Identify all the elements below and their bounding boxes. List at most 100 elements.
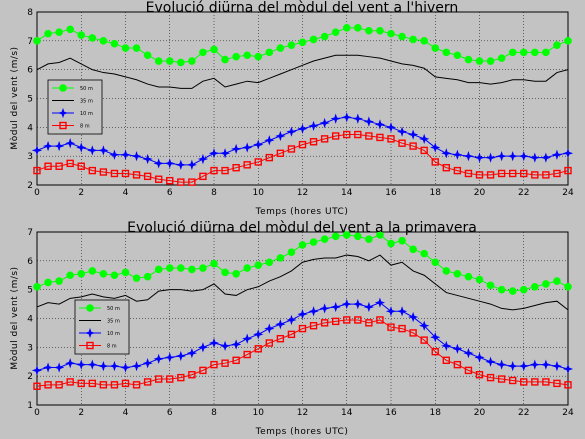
data-point [497,169,506,178]
data-point [77,162,85,170]
data-point [142,153,153,165]
data-point [452,343,463,354]
x-tick-label: 16 [385,188,397,198]
data-point [354,232,362,241]
data-point [154,375,163,383]
series-line [36,319,569,387]
data-point [165,264,174,272]
data-point [342,24,351,32]
data-point [177,373,185,382]
data-point [553,379,561,388]
data-point [387,239,395,248]
data-point [553,277,561,285]
data-point [319,117,330,129]
legend-item: 10 m [79,327,120,339]
data-point [497,54,506,62]
data-point [531,48,539,57]
data-point [352,113,363,124]
data-point [153,353,164,365]
data-point [453,270,462,278]
x-tick-label: 24 [562,188,574,198]
data-point [253,139,264,150]
y-tick-label: 3 [27,152,33,162]
data-point [99,37,108,45]
data-point [376,133,384,142]
data-point [286,314,297,326]
data-point [132,274,141,282]
data-point [407,129,419,140]
data-point [55,381,63,389]
data-point [110,39,119,48]
x-tick-label: 0 [34,188,40,198]
data-point [254,52,263,61]
legend-label: 8 m [80,124,90,130]
data-point [175,159,186,170]
data-point [540,152,552,163]
data-point [121,379,130,388]
data-point [518,151,529,162]
data-point [77,31,86,39]
data-point [143,51,152,60]
data-point [341,112,352,123]
data-point [464,55,473,64]
data-point [121,44,130,52]
data-point [199,366,207,375]
data-point [143,378,152,386]
data-point [142,358,153,369]
data-point [486,171,495,179]
data-point [132,171,141,179]
legend: 50 m 35 m 10 m 8 m [74,299,130,355]
data-point [320,135,329,143]
data-point [519,285,528,294]
data-point [232,356,240,365]
data-point [44,162,52,170]
data-point [331,317,340,326]
x-tick-label: 6 [167,188,173,198]
x-tick-label: 10 [253,408,265,418]
data-point [109,360,120,372]
data-point [409,142,417,150]
data-point [53,140,65,152]
y-tick-label: 1 [27,401,33,411]
data-point [496,359,507,370]
data-point [87,359,98,370]
data-point [542,378,550,386]
data-point [264,323,275,334]
data-point [65,358,76,369]
data-point [409,329,417,337]
data-point [298,140,307,149]
legend-label: 50 m [107,306,120,312]
data-point [297,123,308,134]
y-tick-label: 5 [27,95,33,105]
data-point [485,356,496,367]
legend-item: 8 m [52,121,90,130]
data-point [88,379,97,388]
data-point [188,265,196,274]
data-point [442,48,451,57]
data-point [409,35,417,44]
series-8m [33,130,572,186]
series-group [31,231,574,390]
x-tick-label: 18 [430,188,442,198]
data-point [352,298,363,310]
x-tick-label: 8 [211,188,217,198]
data-point [542,171,550,179]
data-point [31,145,43,156]
x-tick-label: 2 [78,408,84,418]
data-point [420,146,428,155]
data-point [497,285,506,294]
legend-item: 50 m [52,84,93,92]
data-point [531,378,539,386]
y-tick-label: 6 [27,257,33,267]
data-point [154,57,163,65]
x-tick-label: 14 [341,408,353,418]
data-point [232,270,240,278]
y-tick-label: 2 [27,181,33,191]
data-point [486,281,495,290]
data-point [199,48,207,57]
data-point [431,347,439,356]
data-point [132,44,141,52]
data-point [309,35,318,44]
data-point [33,282,41,291]
